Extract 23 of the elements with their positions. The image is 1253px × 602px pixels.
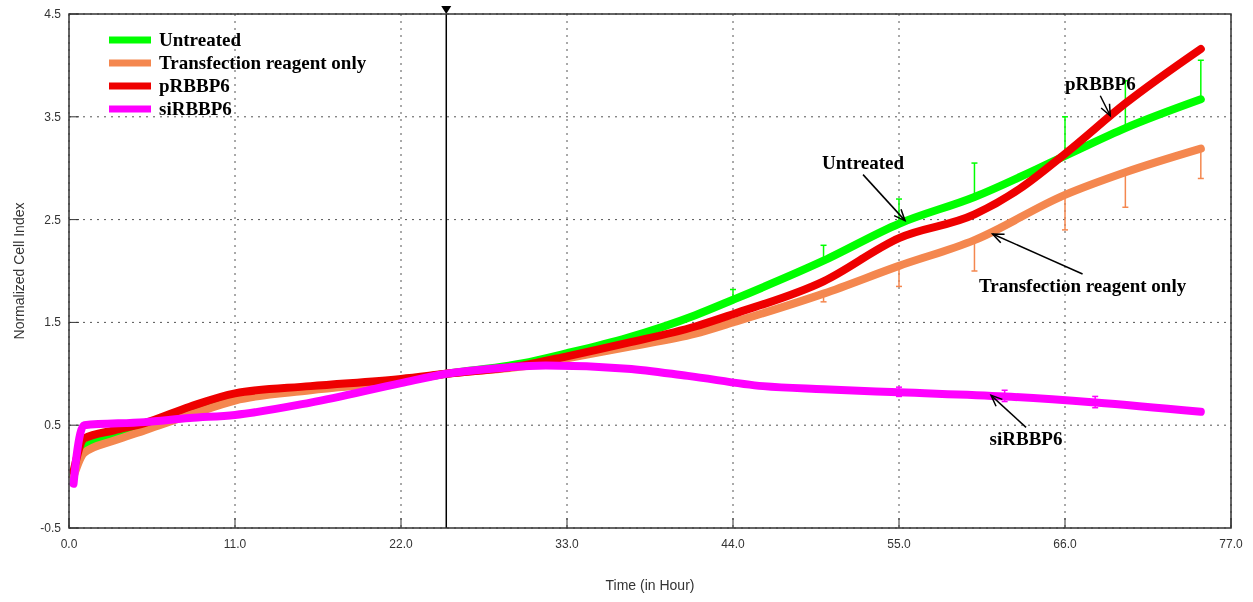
legend-label: pRBBP6 xyxy=(159,75,230,96)
annotation: Untreated xyxy=(822,151,905,173)
y-tick-label: 4.5 xyxy=(44,7,62,21)
y-tick-label: -0.5 xyxy=(40,521,62,535)
annotation: siRBBP6 xyxy=(989,428,1063,450)
x-tick-label: 66.0 xyxy=(1053,537,1077,551)
y-tick-label: 2.5 xyxy=(44,212,62,227)
x-tick-label: 77.0 xyxy=(1219,537,1243,551)
annotation: Transfection reagent only xyxy=(978,274,1187,296)
x-tick-label: 11.0 xyxy=(223,537,247,551)
x-axis-title: Time (in Hour) xyxy=(605,577,695,593)
legend-label: Transfection reagent only xyxy=(159,52,367,73)
legend-label: siRBBP6 xyxy=(159,98,232,119)
y-axis-title: Normalized Cell Index xyxy=(11,202,27,340)
x-tick-label: 33.0 xyxy=(555,537,579,551)
y-tick-label: 0.5 xyxy=(44,418,62,433)
legend-label: Untreated xyxy=(159,29,242,50)
x-tick-label: 0.0 xyxy=(60,537,78,551)
x-tick-label: 22.0 xyxy=(389,537,413,551)
x-tick-label: 44.0 xyxy=(721,537,745,551)
y-tick-label: 3.5 xyxy=(44,109,62,124)
y-tick-label: 1.5 xyxy=(44,315,62,330)
x-tick-label: 55.0 xyxy=(887,537,911,551)
